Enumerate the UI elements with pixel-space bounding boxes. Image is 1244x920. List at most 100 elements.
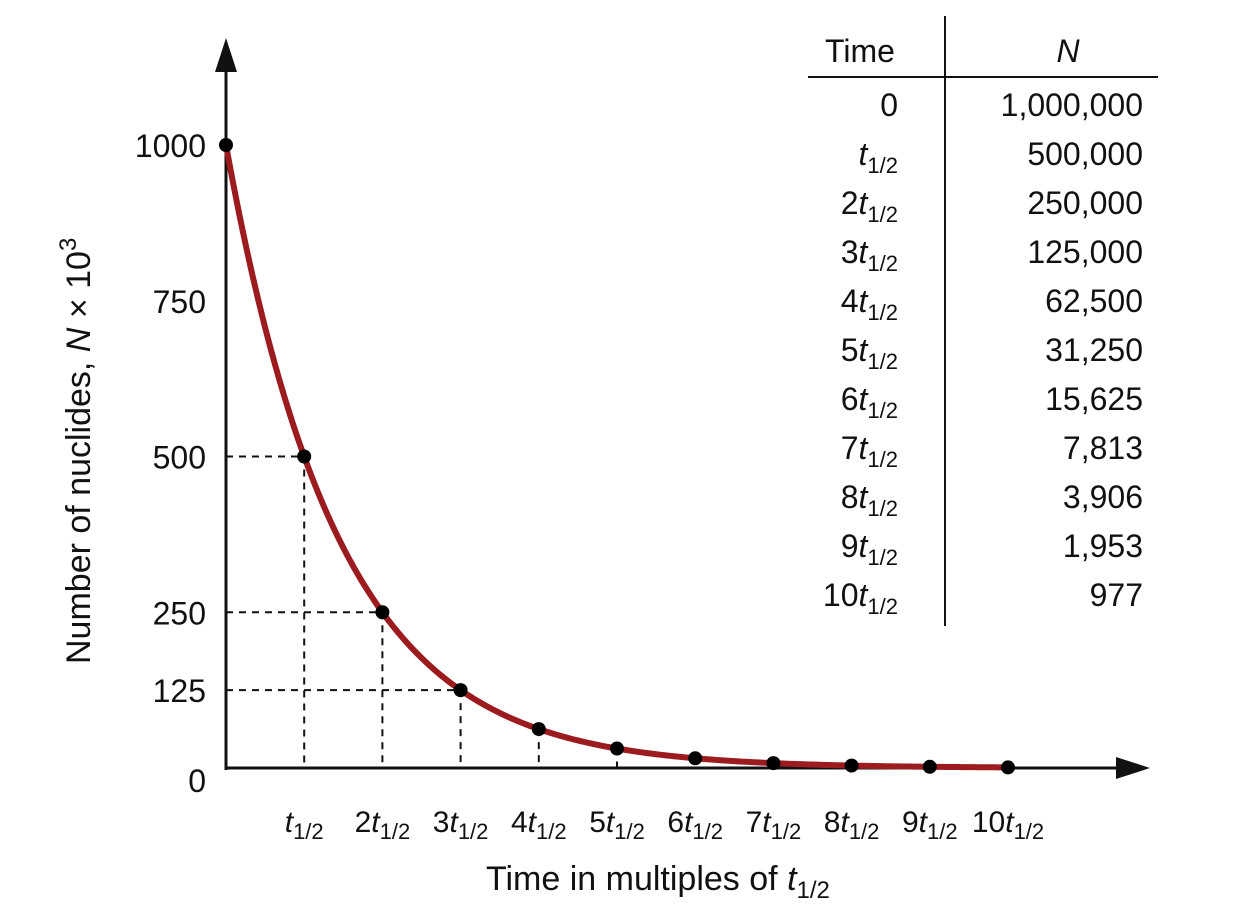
table-time-coef: 7: [841, 430, 859, 466]
table-cell-time: 3t1/2: [841, 234, 898, 276]
x-tick-sub: 1/2: [380, 819, 411, 844]
x-tick-sub: 1/2: [293, 819, 324, 844]
x-tick-coef: 10: [972, 806, 1005, 839]
table-cell-time: 10t1/2: [823, 577, 898, 619]
table-cell-n: 977: [1090, 577, 1143, 613]
y-axis-title-prefix: Number of nuclides,: [60, 352, 98, 664]
table-cell-time: t1/2: [859, 136, 898, 178]
table-cell-time: 2t1/2: [841, 185, 898, 227]
x-tick-var: t: [919, 806, 929, 839]
table-cell-n: 250,000: [1027, 185, 1143, 221]
data-point: [922, 759, 937, 774]
data-point: [375, 605, 390, 620]
table-time-sub: 1/2: [867, 398, 898, 423]
x-tick-var: t: [684, 806, 694, 839]
y-tick-label: 125: [153, 673, 206, 709]
data-point: [766, 756, 781, 771]
x-axis-title-prefix: Time in multiples of: [486, 860, 787, 898]
x-tick-sub: 1/2: [692, 819, 723, 844]
x-tick-label: 2t1/2: [355, 806, 411, 844]
guide-lines: [226, 455, 618, 768]
y-tick-label: 750: [153, 284, 206, 320]
table-time-coef: 10: [823, 577, 859, 613]
y-axis-title-mid: × 10: [60, 251, 98, 328]
table-cell-n: 125,000: [1027, 234, 1143, 270]
table-time-sub: 1/2: [867, 594, 898, 619]
y-axis-title-var: N: [60, 327, 98, 352]
y-tick-label: 1000: [135, 128, 206, 164]
data-point: [844, 758, 859, 773]
table-time-coef: 8: [841, 479, 859, 515]
x-tick-coef: 9: [902, 806, 919, 839]
x-tick-var: t: [285, 806, 295, 839]
table-time-sub: 1/2: [867, 202, 898, 227]
table-time-var: t: [859, 528, 869, 564]
data-point: [531, 722, 546, 737]
x-tick-label: 9t1/2: [902, 806, 958, 844]
y-tick-label: 0: [188, 763, 206, 799]
x-tick-var: t: [762, 806, 772, 839]
table-time-coef: 3: [841, 234, 859, 270]
x-tick-coef: 6: [667, 806, 684, 839]
table-header-time: Time: [825, 33, 895, 69]
table-time-coef: 5: [841, 332, 859, 368]
data-point: [453, 683, 468, 698]
y-tick-label: 250: [153, 595, 206, 631]
table-time-sub: 1/2: [867, 251, 898, 276]
table-cell-n: 31,250: [1045, 332, 1143, 368]
x-tick-var: t: [1005, 806, 1015, 839]
table-time-sub: 1/2: [867, 153, 898, 178]
table-time-coef: 2: [841, 185, 859, 221]
table-header-n: N: [1056, 33, 1080, 69]
x-axis-title: Time in multiples of t1/2: [486, 860, 830, 904]
table-time-coef: 6: [841, 381, 859, 417]
x-tick-sub: 1/2: [614, 819, 645, 844]
data-point: [219, 138, 233, 152]
x-tick-coef: 2: [355, 806, 372, 839]
x-axis-title-var: t: [787, 860, 798, 898]
table-time-var: t: [859, 381, 869, 417]
x-tick-sub: 1/2: [536, 819, 567, 844]
table-time-coef: 9: [841, 528, 859, 564]
x-tick-coef: 3: [433, 806, 450, 839]
x-tick-label: 8t1/2: [824, 806, 880, 844]
x-tick-var: t: [449, 806, 459, 839]
table-cell-time: 9t1/2: [841, 528, 898, 570]
x-tick-var: t: [528, 806, 538, 839]
table-time-sub: 1/2: [867, 349, 898, 374]
x-tick-sub: 1/2: [1014, 819, 1045, 844]
y-axis-arrow: [215, 38, 237, 72]
table-time-var: t: [859, 332, 869, 368]
x-tick-label: 5t1/2: [589, 806, 645, 844]
table-cell-time: 7t1/2: [841, 430, 898, 472]
x-axis-title-sub: 1/2: [797, 877, 830, 904]
table-cell-time: 5t1/2: [841, 332, 898, 374]
data-point: [297, 449, 312, 464]
x-tick-sub: 1/2: [927, 819, 958, 844]
table-time-var: t: [859, 430, 869, 466]
data-point: [688, 751, 703, 766]
x-tick-label: 10t1/2: [972, 806, 1044, 844]
table-time-var: t: [859, 577, 869, 613]
table-time-coef: 0: [880, 87, 898, 123]
table-time-var: t: [859, 185, 869, 221]
x-tick-coef: 4: [511, 806, 528, 839]
table-cell-time: 0: [880, 87, 898, 123]
table-time-var: t: [859, 136, 869, 172]
x-tick-coef: 5: [589, 806, 606, 839]
x-tick-var: t: [606, 806, 616, 839]
table-time-sub: 1/2: [867, 496, 898, 521]
x-tick-labels: t1/2 2t1/2 3t1/2 4t1/2 5t1/2 6t1/2 7t1/2 8t1/2 9…: [285, 806, 1044, 844]
x-tick-sub: 1/2: [771, 819, 802, 844]
table-time-var: t: [859, 479, 869, 515]
table-time-var: t: [859, 234, 869, 270]
table-time-sub: 1/2: [867, 545, 898, 570]
x-tick-label: 6t1/2: [667, 806, 723, 844]
x-tick-var: t: [371, 806, 381, 839]
table-cell-time: 4t1/2: [841, 283, 898, 325]
y-tick-labels: 0 125 250 500 750 1000: [135, 128, 206, 799]
table-time-coef: 4: [841, 283, 859, 319]
